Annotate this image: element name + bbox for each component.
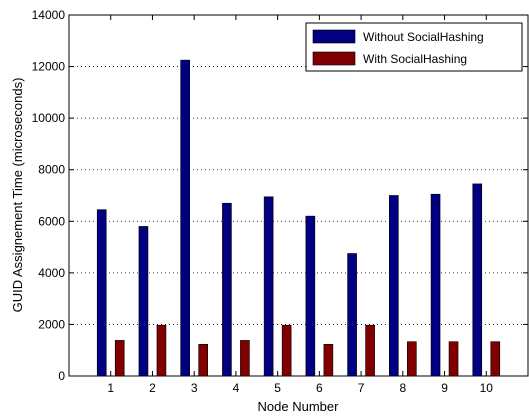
y-tick-label: 12000 — [32, 60, 66, 74]
bar-without-node-8 — [389, 195, 399, 377]
bar-with-node-5 — [281, 324, 292, 377]
bars — [96, 59, 501, 377]
bar-with-node-7 — [365, 324, 375, 377]
bar-with-node-3 — [198, 343, 208, 377]
legend-label-without: Without SocialHashing — [363, 30, 484, 44]
x-tick-label: 8 — [399, 381, 406, 395]
bar-without-node-9 — [430, 193, 441, 377]
x-tick-label: 6 — [316, 381, 323, 395]
bar-without-node-7 — [347, 253, 357, 377]
x-axis-label: Node Number — [258, 399, 340, 414]
x-tick-label: 4 — [233, 381, 240, 395]
y-tick-label: 6000 — [38, 214, 65, 228]
legend-label-with: With SocialHashing — [363, 52, 467, 66]
x-tick-label: 1 — [107, 381, 114, 395]
y-tick-label: 8000 — [38, 163, 65, 177]
legend: Without SocialHashing With SocialHashing — [305, 22, 523, 72]
x-tick-label: 7 — [358, 381, 365, 395]
bar-without-node-3 — [180, 59, 190, 377]
y-tick-label: 2000 — [38, 317, 65, 331]
bar-with-node-8 — [407, 341, 417, 377]
bar-without-node-6 — [305, 215, 316, 377]
x-tick-label: 3 — [191, 381, 198, 395]
bar-without-node-5 — [263, 196, 274, 377]
x-axis-ticks: 1 2 3 4 5 6 7 8 9 10 — [107, 15, 493, 395]
y-tick-label: 10000 — [32, 111, 66, 125]
y-axis-label: GUID Assignement Time (microseconds) — [10, 78, 25, 313]
bar-without-node-4 — [222, 202, 232, 377]
y-tick-label: 4000 — [38, 266, 65, 280]
legend-swatch-with — [312, 51, 356, 66]
y-tick-label: 0 — [58, 369, 65, 383]
bar-without-node-10 — [472, 183, 483, 377]
bar-with-node-10 — [490, 341, 501, 377]
x-tick-label: 10 — [480, 381, 494, 395]
bar-without-node-2 — [138, 226, 149, 377]
bar-with-node-6 — [323, 343, 334, 377]
bar-with-node-2 — [156, 324, 167, 377]
x-tick-label: 9 — [441, 381, 448, 395]
legend-swatch-without — [312, 29, 356, 44]
bar-without-node-1 — [96, 209, 107, 377]
x-tick-label: 5 — [274, 381, 281, 395]
bar-with-node-4 — [240, 340, 250, 377]
y-axis-ticks: 0 2000 4000 6000 8000 10000 12000 14000 — [32, 8, 528, 383]
bar-with-node-9 — [448, 341, 459, 377]
y-tick-label: 14000 — [32, 8, 66, 22]
bar-with-node-1 — [114, 340, 125, 377]
x-tick-label: 2 — [149, 381, 156, 395]
